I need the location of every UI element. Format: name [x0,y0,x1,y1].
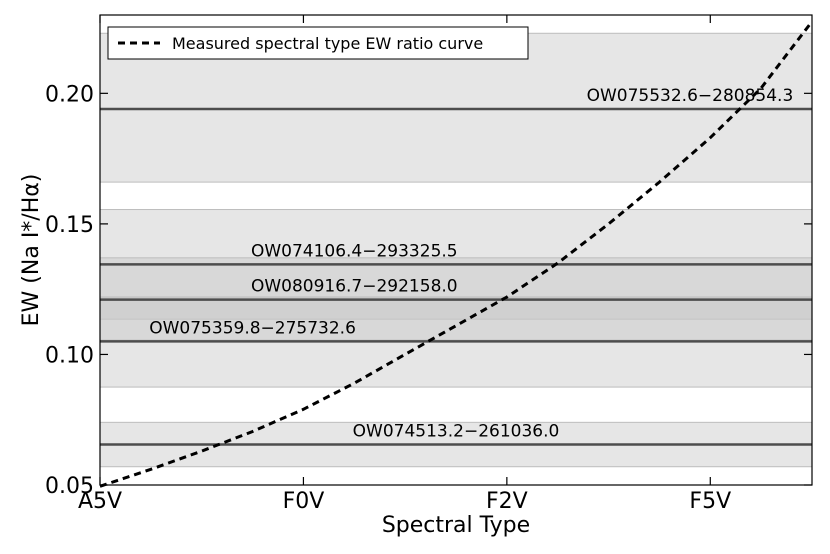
y-tick-label: 0.20 [45,82,94,107]
object-labels: OW075532.6−280854.3 OW074106.4−293325.5 OW… [149,86,793,442]
legend: Measured spectral type EW ratio curve [107,26,529,60]
object-label: OW075532.6−280854.3 [587,86,794,106]
legend-box [107,26,529,60]
object-lines [100,107,812,446]
x-tick-label: F2V [486,489,528,514]
x-axis-ticks: A5V F0V F2V F5V [78,15,731,514]
x-tick-label: F5V [689,489,731,514]
x-tick-label: F0V [283,489,325,514]
legend-entry: Measured spectral type EW ratio curve [172,34,483,53]
y-axis-ticks: 0.05 0.10 0.15 0.20 [45,82,812,499]
y-axis-label: EW (Na I*/Hα) [19,174,44,327]
object-label: OW075359.8−275732.6 [149,318,356,338]
y-tick-label: 0.10 [45,343,94,368]
y-tick-label: 0.05 [45,474,94,499]
object-label: OW074106.4−293325.5 [251,241,458,261]
ew-ratio-curve [99,20,814,488]
object-label: OW080916.7−292158.0 [251,277,458,297]
object-label: OW074513.2−261036.0 [353,422,560,442]
y-tick-label: 0.15 [45,213,94,238]
x-tick-label: A5V [78,489,122,514]
plot-frame [99,14,813,486]
x-axis-label: Spectral Type [382,513,530,538]
